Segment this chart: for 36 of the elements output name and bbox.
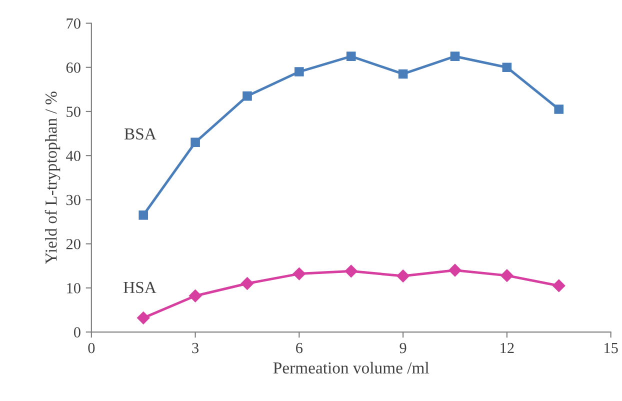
- point: [138, 210, 148, 220]
- point: [448, 264, 462, 277]
- x-tick-label: 0: [88, 342, 95, 354]
- point: [398, 69, 408, 79]
- y-tick-label: 70: [66, 18, 80, 29]
- point: [552, 279, 566, 292]
- y-tick-label: 30: [66, 194, 80, 206]
- series-label: HSA: [124, 282, 156, 294]
- y-tick-label: 60: [66, 62, 80, 73]
- x-tick-label: 15: [604, 342, 618, 354]
- point: [242, 91, 252, 101]
- x-tick-label: 12: [500, 342, 514, 354]
- y-tick-label: 50: [66, 106, 80, 117]
- point: [500, 268, 514, 282]
- point: [240, 276, 254, 290]
- y-tick-label: 0: [74, 327, 80, 338]
- point: [292, 267, 306, 280]
- x-axis-title: Permeation volume /ml: [273, 362, 430, 374]
- y-axis-title: Yield of L-tryptophan / %: [44, 92, 60, 264]
- point: [294, 67, 304, 76]
- point: [190, 138, 200, 148]
- x-tick-label: 6: [296, 342, 303, 354]
- point: [554, 104, 564, 114]
- point: [502, 62, 512, 72]
- point: [450, 52, 460, 61]
- point: [396, 269, 410, 283]
- text: BSA: [124, 128, 156, 140]
- point: [136, 311, 150, 324]
- point: [344, 264, 358, 278]
- point: [346, 52, 356, 61]
- x-tick-label: 3: [192, 342, 199, 354]
- point: [188, 289, 202, 302]
- y-tick-label: 40: [66, 150, 80, 162]
- y-tick-label: 10: [67, 283, 80, 294]
- x-tick-label: 9: [400, 342, 406, 354]
- y-tick-label: 20: [66, 238, 80, 250]
